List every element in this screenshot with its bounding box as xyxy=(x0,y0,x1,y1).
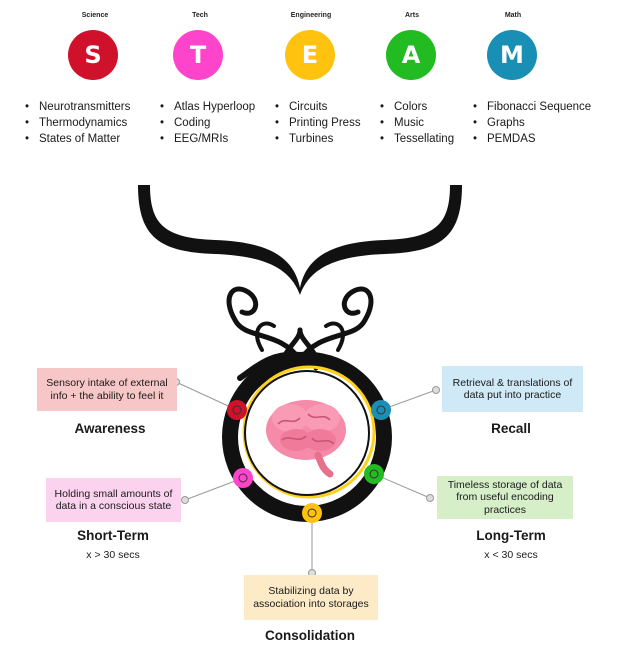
category-label: Arts xyxy=(404,12,419,19)
category-label: Tech xyxy=(192,12,208,19)
long-term-description-box: Timeless storage of data from useful enc… xyxy=(437,476,573,519)
recall-title: Recall xyxy=(491,421,531,436)
consolidation-description-box: Stabilizing data by association into sto… xyxy=(244,575,378,620)
awareness-title: Awareness xyxy=(74,421,146,436)
consolidation-dot xyxy=(302,503,322,523)
list-item: Circuits xyxy=(275,99,361,115)
brain-icon xyxy=(266,400,346,478)
list-item: Graphs xyxy=(473,115,591,131)
letter-circle: M xyxy=(487,30,537,80)
list-item: Coding xyxy=(160,115,255,131)
awareness-description-box: Sensory intake of external info + the ab… xyxy=(37,368,177,411)
short-term-description-box: Holding small amounts of data in a consc… xyxy=(46,478,181,522)
curly-brace-icon xyxy=(138,185,462,295)
category-label: Math xyxy=(504,12,522,19)
short-term-duration: x > 30 secs xyxy=(86,549,140,561)
letter-circle: S xyxy=(68,30,118,80)
ring-highlight xyxy=(242,365,376,499)
letter-circle: T xyxy=(173,30,223,80)
long-term-dot xyxy=(364,464,384,484)
category-label: Science xyxy=(81,12,109,19)
consolidation-title: Consolidation xyxy=(265,628,355,643)
list-item: Music xyxy=(380,115,454,131)
awareness-dot xyxy=(227,400,247,420)
letter-circle: E xyxy=(285,30,335,80)
long-term-title: Long-Term xyxy=(476,528,546,543)
short-term-title: Short-Term xyxy=(77,528,149,543)
list-item: PEMDAS xyxy=(473,131,591,147)
list-item: Thermodynamics xyxy=(25,115,130,131)
list-item: EEG/MRIs xyxy=(160,131,255,147)
list-item: States of Matter xyxy=(25,131,130,147)
topic-list: Fibonacci Sequence Graphs PEMDAS xyxy=(473,99,591,147)
long-term-duration: x < 30 secs xyxy=(484,549,538,561)
list-item: Colors xyxy=(380,99,454,115)
list-item: Atlas Hyperloop xyxy=(160,99,255,115)
topic-list: Atlas Hyperloop Coding EEG/MRIs xyxy=(160,99,255,147)
letter-circle: A xyxy=(386,30,436,80)
list-item: Fibonacci Sequence xyxy=(473,99,591,115)
stage-dots xyxy=(227,400,391,523)
list-item: Tessellating xyxy=(380,131,454,147)
list-item: Printing Press xyxy=(275,115,361,131)
recall-description-box: Retrieval & translations of data put int… xyxy=(442,366,583,412)
list-item: Turbines xyxy=(275,131,361,147)
short-term-dot xyxy=(233,468,253,488)
list-item: Neurotransmitters xyxy=(25,99,130,115)
category-label: Engineering xyxy=(290,12,332,19)
recall-dot xyxy=(371,400,391,420)
topic-list: Colors Music Tessellating xyxy=(380,99,454,147)
topic-list: Neurotransmitters Thermodynamics States … xyxy=(25,99,130,147)
topic-list: Circuits Printing Press Turbines xyxy=(275,99,361,147)
